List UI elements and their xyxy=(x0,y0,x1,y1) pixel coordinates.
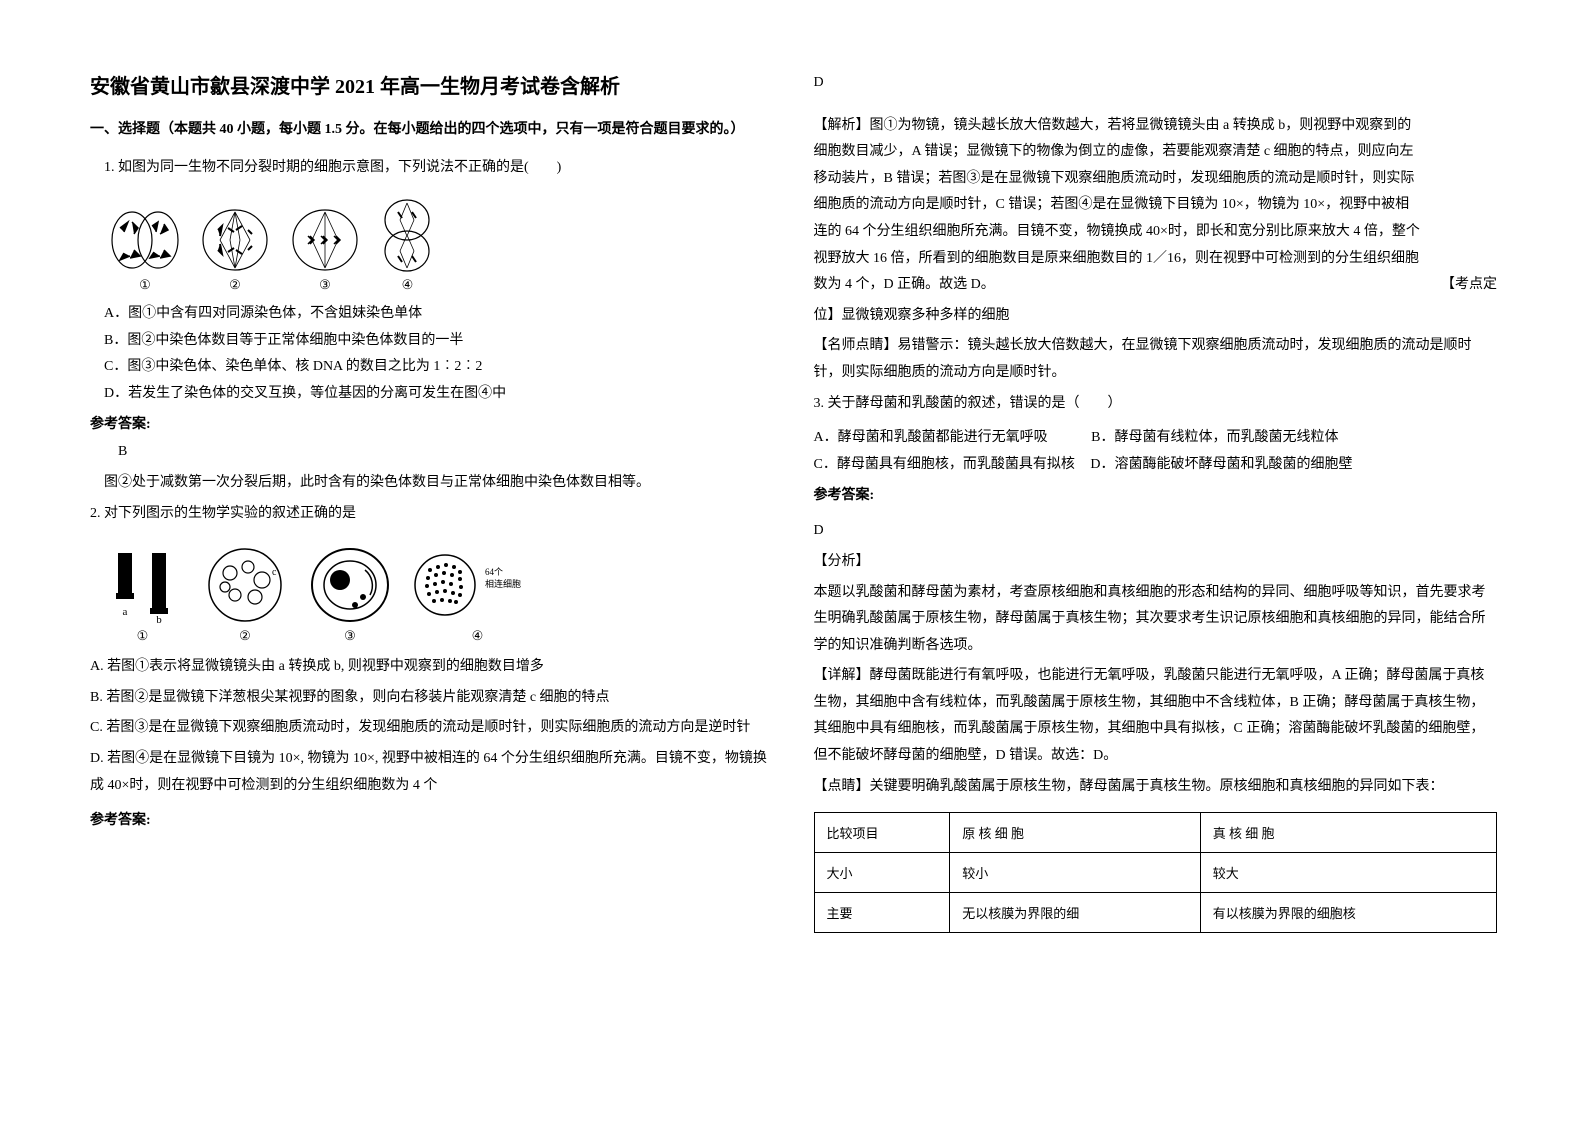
q2-fig-4: 64个 相连细胞 ④ xyxy=(410,545,545,644)
th-1: 原 核 细 胞 xyxy=(950,813,1200,853)
q1-stem: 1. 如图为同一生物不同分裂时期的细胞示意图，下列说法不正确的是( ) xyxy=(90,155,774,182)
q3-options-row2: C．酵母菌具有细胞核，而乳酸菌具有拟核 D．溶菌酶能破坏酵母菌和乳酸菌的细胞壁 xyxy=(814,452,1498,479)
q3-ref-label: 参考答案: xyxy=(814,484,1498,504)
q1-diagrams: ① ② xyxy=(110,198,774,293)
q2-label-1: ① xyxy=(137,628,149,644)
table-row: 主要 无以核膜为界限的细 有以核膜为界限的细胞核 xyxy=(814,893,1497,933)
svg-text:a: a xyxy=(123,606,128,618)
section-1-header: 一、选择题（本题共 40 小题，每小题 1.5 分。在每小题给出的四个选项中，只… xyxy=(90,119,774,141)
svg-text:c: c xyxy=(272,567,277,578)
q3-opt-b: B．酵母菌有线粒体，而乳酸菌无线粒体 xyxy=(1091,430,1338,445)
q2-ref-label: 参考答案: xyxy=(90,809,774,829)
q3-stem: 3. 关于酵母菌和乳酸菌的叙述，错误的是（ ） xyxy=(814,391,1498,418)
q3-options-row1: A．酵母菌和乳酸菌都能进行无氧呼吸 B．酵母菌有线粒体，而乳酸菌无线粒体 xyxy=(814,425,1498,452)
svg-text:64个: 64个 xyxy=(485,567,503,577)
table-row: 大小 较小 较大 xyxy=(814,853,1497,893)
td-1-0: 主要 xyxy=(814,893,950,933)
table-header-row: 比较项目 原 核 细 胞 真 核 细 胞 xyxy=(814,813,1497,853)
q1-opt-a: A．图①中含有四对同源染色体，不含姐妹染色单体 xyxy=(104,301,774,328)
q2-opt-d: D. 若图④是在显微镜下目镜为 10×, 物镜为 10×, 视野中被相连的 64… xyxy=(90,746,774,799)
q2-diagrams: a b ① c ② xyxy=(100,545,774,644)
q3-opt-c: C．酵母菌具有细胞核，而乳酸菌具有拟核 xyxy=(814,457,1075,472)
q3-opt-d: D．溶菌酶能破坏酵母菌和乳酸菌的细胞壁 xyxy=(1090,457,1352,472)
q2-fig-1: a b ① xyxy=(100,545,185,644)
q1-fig-3: ③ xyxy=(290,208,360,293)
q1-ref-label: 参考答案: xyxy=(90,413,774,433)
q2-opt-b: B. 若图②是显微镜下洋葱根尖某视野的图象，则向右移装片能观察清楚 c 细胞的特… xyxy=(90,685,774,712)
q1-label-4: ④ xyxy=(402,277,414,293)
q2-fig-2: c ② xyxy=(200,545,290,644)
th-0: 比较项目 xyxy=(814,813,950,853)
q3-opt-a: A．酵母菌和乳酸菌都能进行无氧呼吸 xyxy=(814,430,1048,445)
q1-label-3: ③ xyxy=(319,277,331,293)
q2-label-3: ③ xyxy=(344,628,356,644)
q2-kaodian: 位】显微镜观察多种多样的细胞 xyxy=(814,303,1498,330)
q2-kaodian-label: 【考点定 xyxy=(1441,272,1497,299)
q3-fenxi: 本题以乳酸菌和酵母菌为素材，考查原核细胞和真核细胞的形态和结构的异同、细胞呼吸等… xyxy=(814,580,1498,660)
q1-fig-4: ④ xyxy=(380,198,435,293)
svg-text:相连细胞: 相连细胞 xyxy=(485,578,521,589)
left-column: 安徽省黄山市歙县深渡中学 2021 年高一生物月考试卷含解析 一、选择题（本题共… xyxy=(90,70,774,1082)
q2-analysis: 【解析】图①为物镜，镜头越长放大倍数越大，若将显微镜镜头由 a 转换成 b，则视… xyxy=(814,113,1422,299)
q1-label-2: ② xyxy=(229,277,241,293)
q1-opt-c: C．图③中染色体、染色单体、核 DNA 的数目之比为 1︰2︰2 xyxy=(104,354,774,381)
q2-fig-3: ③ xyxy=(305,545,395,644)
q2-label-2: ② xyxy=(239,628,251,644)
td-0-1: 较小 xyxy=(950,853,1200,893)
doc-title: 安徽省黄山市歙县深渡中学 2021 年高一生物月考试卷含解析 xyxy=(90,70,774,99)
right-column: D 【解析】图①为物镜，镜头越长放大倍数越大，若将显微镜镜头由 a 转换成 b，… xyxy=(814,70,1498,1082)
q2-opt-c: C. 若图③是在显微镜下观察细胞质流动时，发现细胞质的流动是顺时针，则实际细胞质… xyxy=(90,715,774,742)
q2-opt-a: A. 若图①表示将显微镜镜头由 a 转换成 b, 则视野中观察到的细胞数目增多 xyxy=(90,654,774,681)
q3-fenxi-label: 【分析】 xyxy=(814,549,1498,576)
q2-stem: 2. 对下列图示的生物学实验的叙述正确的是 xyxy=(90,501,774,528)
th-2: 真 核 细 胞 xyxy=(1200,813,1496,853)
q2-tip: 【名师点睛】易错警示：镜头越长放大倍数越大，在显微镜下观察细胞质流动时，发现细胞… xyxy=(814,333,1498,386)
td-1-2: 有以核膜为界限的细胞核 xyxy=(1200,893,1496,933)
q3-answer: D xyxy=(814,518,1498,545)
q1-label-1: ① xyxy=(139,277,151,293)
svg-text:b: b xyxy=(156,614,162,625)
q2-label-4: ④ xyxy=(472,628,484,644)
q1-opt-d: D．若发生了染色体的交叉互换，等位基因的分离可发生在图④中 xyxy=(104,381,774,408)
td-0-2: 较大 xyxy=(1200,853,1496,893)
q3-detail: 【详解】酵母菌既能进行有氧呼吸，也能进行无氧呼吸，乳酸菌只能进行无氧呼吸，A 正… xyxy=(814,663,1498,769)
td-1-1: 无以核膜为界限的细 xyxy=(950,893,1200,933)
td-0-0: 大小 xyxy=(814,853,950,893)
q1-explain: 图②处于减数第一次分裂后期，此时含有的染色体数目与正常体细胞中染色体数目相等。 xyxy=(90,470,774,497)
q3-dianjing: 【点睛】关键要明确乳酸菌属于原核生物，酵母菌属于真核生物。原核细胞和真核细胞的异… xyxy=(814,774,1498,801)
q1-answer: B xyxy=(90,439,774,466)
q2-answer: D xyxy=(814,70,1498,97)
q1-fig-1: ① xyxy=(110,208,180,293)
q1-fig-2: ② xyxy=(200,208,270,293)
comparison-table: 比较项目 原 核 细 胞 真 核 细 胞 大小 较小 较大 主要 无以核膜为界限… xyxy=(814,812,1498,933)
q1-opt-b: B．图②中染色体数目等于正常体细胞中染色体数目的一半 xyxy=(104,328,774,355)
